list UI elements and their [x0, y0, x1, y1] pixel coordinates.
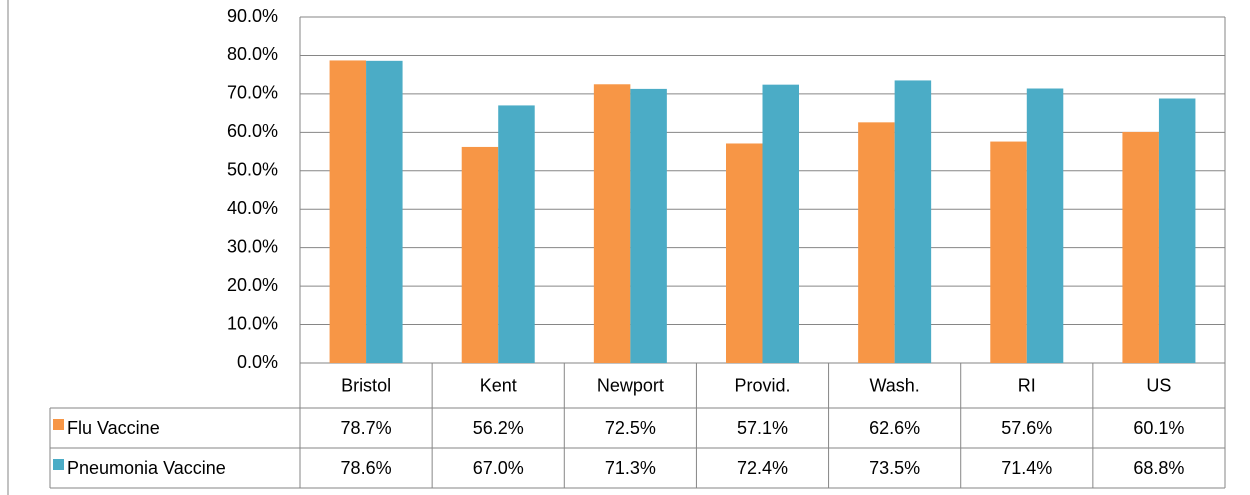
bar [726, 143, 763, 363]
bar [593, 84, 631, 364]
bar [329, 60, 367, 363]
legend-label: Pneumonia Vaccine [67, 458, 226, 478]
table-value: 71.3% [605, 458, 656, 478]
x-tick-label: Provid. [734, 375, 790, 395]
table-value: 56.2% [473, 418, 524, 438]
y-tick-label: 90.0% [227, 6, 278, 26]
bar [1158, 98, 1196, 363]
y-tick-label: 20.0% [227, 275, 278, 295]
table-value: 78.6% [341, 458, 392, 478]
x-tick-label: Bristol [341, 375, 391, 395]
bar [858, 122, 895, 364]
x-tick-label: Kent [480, 375, 517, 395]
y-tick-label: 70.0% [227, 83, 278, 103]
x-tick-label: US [1146, 375, 1171, 395]
x-tick-label: RI [1018, 375, 1036, 395]
bar [762, 84, 799, 363]
table-value: 73.5% [869, 458, 920, 478]
bar [498, 105, 535, 363]
y-tick-label: 60.0% [227, 121, 278, 141]
y-tick-label: 0.0% [237, 352, 278, 372]
bar [461, 146, 499, 363]
table-value: 62.6% [869, 418, 920, 438]
bar [366, 60, 403, 364]
bar [1026, 88, 1064, 364]
table-value: 72.4% [737, 458, 788, 478]
y-tick-label: 80.0% [227, 44, 278, 64]
bar [630, 88, 667, 363]
x-tick-label: Newport [597, 375, 664, 395]
table-value: 72.5% [605, 418, 656, 438]
table-value: 60.1% [1133, 418, 1184, 438]
y-tick-label: 30.0% [227, 236, 278, 256]
table-value: 57.6% [1001, 418, 1052, 438]
table-value: 78.7% [341, 418, 392, 438]
y-tick-label: 10.0% [227, 313, 278, 333]
y-tick-label: 40.0% [227, 198, 278, 218]
bar [990, 141, 1027, 363]
table-value: 67.0% [473, 458, 524, 478]
table-value: 57.1% [737, 418, 788, 438]
table-value: 71.4% [1001, 458, 1052, 478]
legend-label: Flu Vaccine [67, 418, 160, 438]
bar [894, 80, 932, 363]
bar [1122, 131, 1159, 363]
x-tick-label: Wash. [869, 375, 919, 395]
legend-swatch [53, 419, 64, 430]
y-tick-label: 50.0% [227, 160, 278, 180]
legend-swatch [53, 459, 64, 470]
table-value: 68.8% [1133, 458, 1184, 478]
